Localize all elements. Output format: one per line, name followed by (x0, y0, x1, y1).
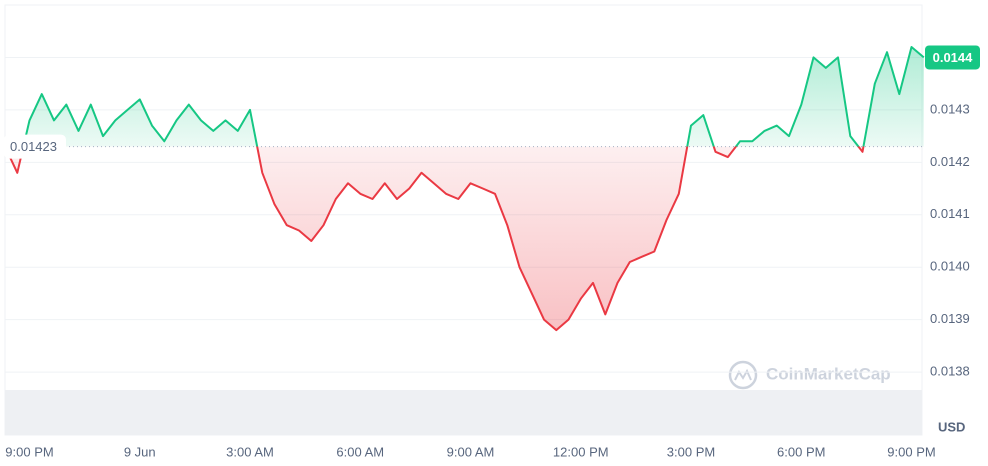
x-tick-label: 9:00 AM (447, 444, 495, 459)
x-tick-label: 12:00 PM (553, 444, 609, 459)
x-tick-label: 9:00 PM (5, 444, 53, 459)
watermark-text: CoinMarketCap (766, 364, 891, 383)
x-tick-label: 3:00 AM (226, 444, 274, 459)
price-line (4, 46, 925, 332)
y-tick-label: 0.0142 (930, 154, 970, 169)
y-tick-label: 0.0143 (930, 101, 970, 116)
x-tick-label: 3:00 PM (667, 444, 715, 459)
baseline-label: 0.01423 (10, 139, 57, 154)
y-tick-label: 0.0138 (930, 364, 970, 379)
volume-area (5, 390, 922, 435)
price-badge-label: 0.0144 (933, 50, 974, 65)
x-tick-label: 6:00 PM (777, 444, 825, 459)
area (5, 47, 924, 331)
y-tick-label: 0.0140 (930, 259, 970, 274)
baseline-label-bg (4, 134, 66, 159)
y-tick-label: 0.0141 (930, 206, 970, 221)
price-badge (925, 45, 980, 70)
y-tick-label: 0.0139 (930, 311, 970, 326)
x-tick-label: 9:00 PM (887, 444, 935, 459)
x-tick-label: 6:00 AM (336, 444, 384, 459)
watermark: CoinMarketCap (728, 360, 891, 390)
x-tick-label: 9 Jun (124, 444, 156, 459)
y-unit: USD (938, 419, 965, 434)
